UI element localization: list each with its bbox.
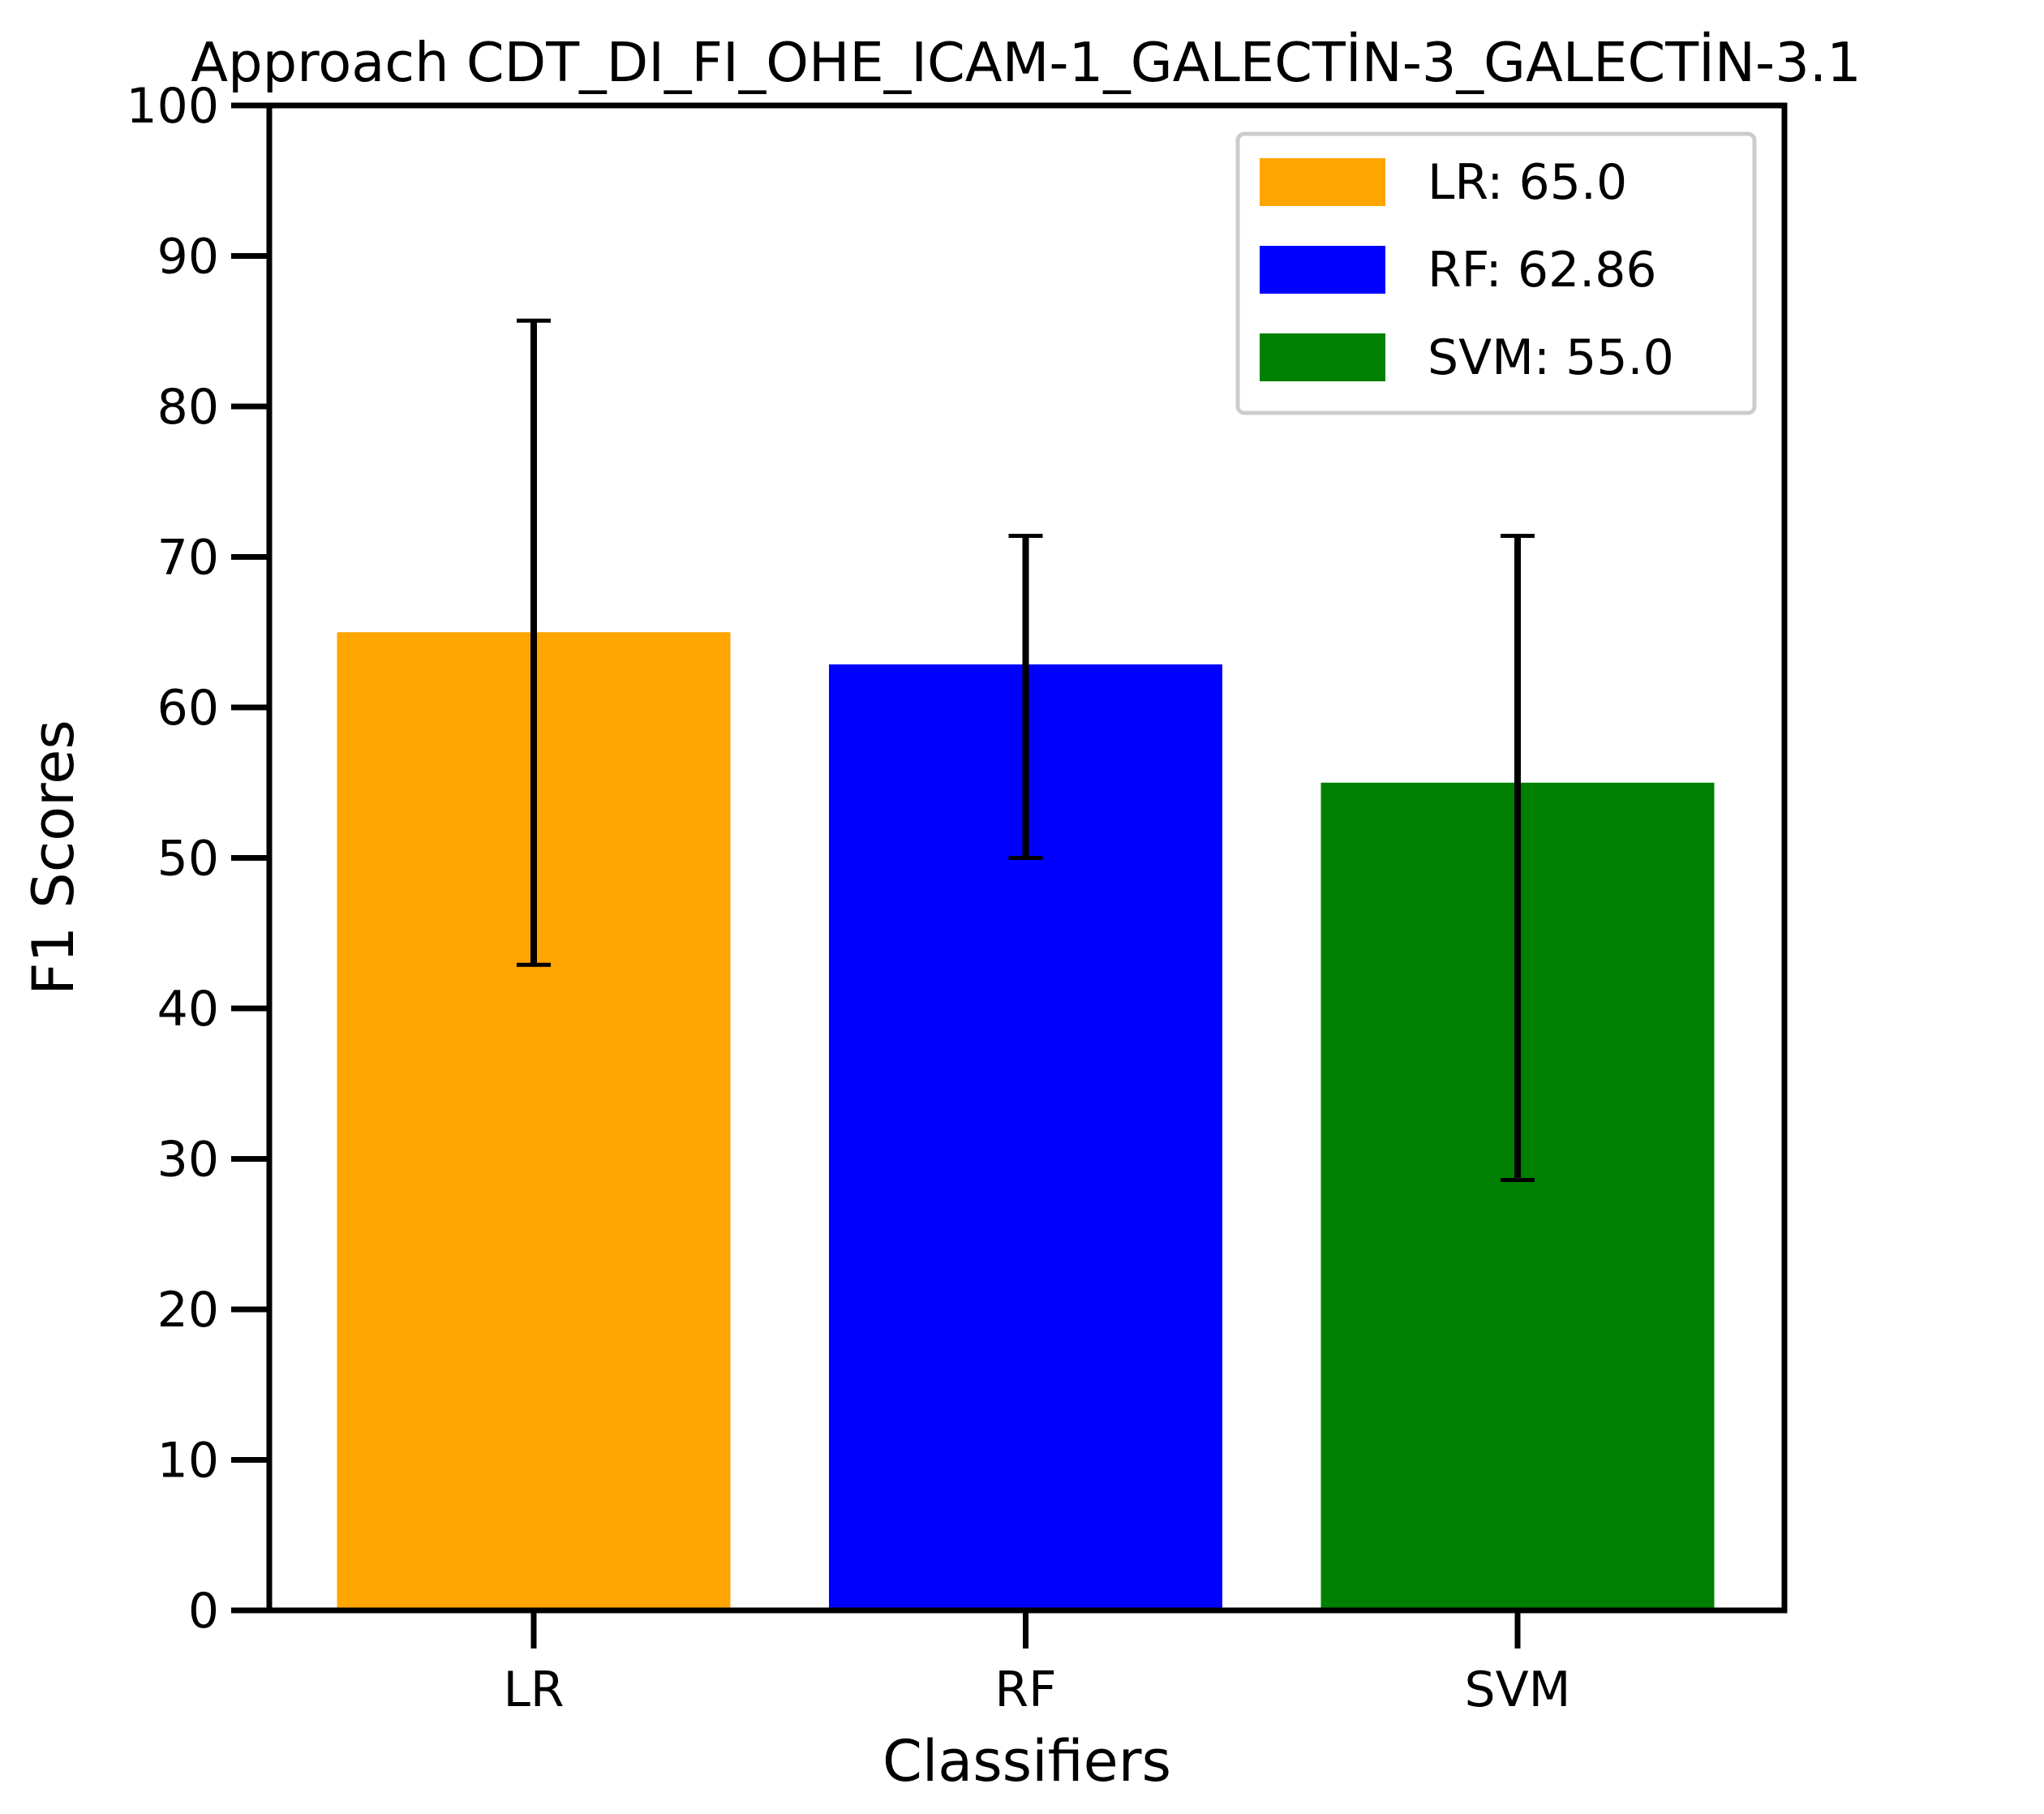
legend-label-lr: LR: 65.0	[1428, 154, 1627, 211]
y-tick-label-40: 40	[157, 981, 219, 1038]
y-tick-label-80: 80	[157, 379, 219, 436]
error-bars-group	[517, 318, 1535, 1182]
y-tick-label-0: 0	[188, 1583, 219, 1640]
y-tick-label-60: 60	[157, 680, 219, 737]
y-tick-label-90: 90	[157, 229, 219, 286]
legend-label-rf: RF: 62.86	[1428, 242, 1657, 299]
y-tick-label-70: 70	[157, 530, 219, 587]
x-axis-label: Classifiers	[882, 1728, 1171, 1795]
x-tick-label-rf: RF	[994, 1661, 1056, 1718]
legend-label-svm: SVM: 55.0	[1428, 329, 1674, 386]
legend-swatch-lr	[1260, 158, 1385, 206]
legend: LR: 65.0 RF: 62.86 SVM: 55.0	[1235, 131, 1757, 415]
x-axis-ticks: LR RF SVM	[503, 1610, 1570, 1718]
y-tick-label-50: 50	[157, 831, 219, 888]
y-tick-label-100: 100	[126, 78, 219, 135]
x-tick-label-svm: SVM	[1465, 1661, 1571, 1718]
y-axis-label: F1 Scores	[20, 720, 87, 995]
legend-swatch-rf	[1260, 246, 1385, 294]
chart-title: Approach CDT_DI_FI_OHE_ICAM-1_GALECTİN-3…	[191, 31, 1862, 94]
legend-swatch-svm	[1260, 333, 1385, 381]
x-tick-label-lr: LR	[503, 1661, 564, 1718]
y-tick-label-30: 30	[157, 1132, 219, 1189]
y-tick-label-20: 20	[157, 1282, 219, 1339]
legend-entries: LR: 65.0 RF: 62.86 SVM: 55.0	[1260, 154, 1674, 386]
y-axis-ticks: 0 10 20 30 40 50 60 70 80 90 100	[126, 78, 269, 1640]
y-tick-label-10: 10	[157, 1433, 219, 1489]
